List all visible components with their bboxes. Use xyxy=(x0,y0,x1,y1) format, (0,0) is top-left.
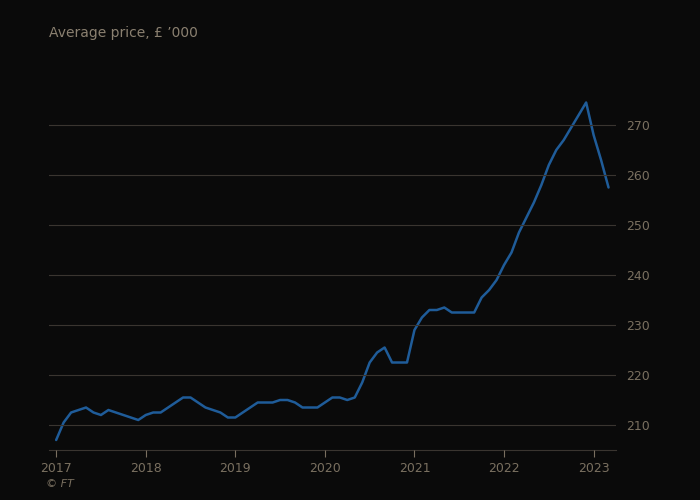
Text: © FT: © FT xyxy=(46,479,74,489)
Text: Average price, £ ’000: Average price, £ ’000 xyxy=(49,26,198,40)
